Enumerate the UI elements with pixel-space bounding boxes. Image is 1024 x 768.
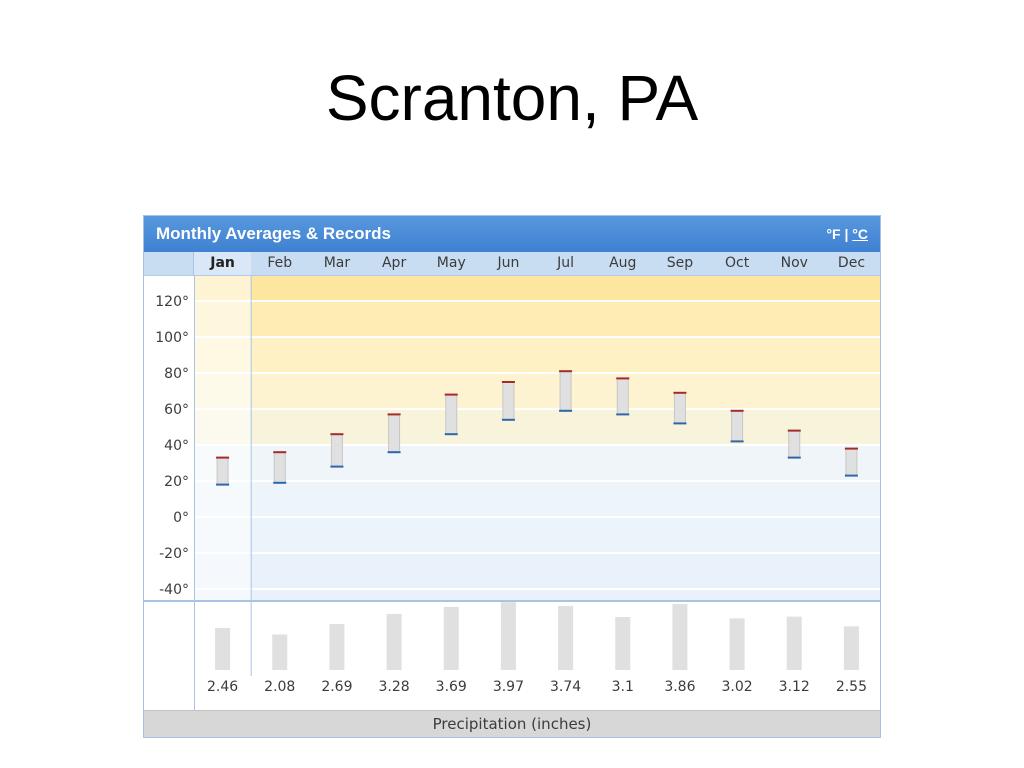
precipitation-bar <box>215 627 231 670</box>
y-tick-label: -20° <box>159 546 189 562</box>
widget-header: Monthly Averages & Records °F | °C <box>144 216 880 252</box>
month-tab[interactable]: May <box>436 255 466 271</box>
temperature-band <box>194 276 880 301</box>
temperature-band <box>194 373 880 409</box>
precipitation-bar <box>615 616 631 670</box>
y-tick-label: -40° <box>159 582 189 598</box>
month-tab[interactable]: Oct <box>725 255 750 271</box>
unit-toggle: °F | °C <box>826 216 868 252</box>
precipitation-bar <box>672 603 688 670</box>
precipitation-bar <box>729 618 745 670</box>
widget-title: Monthly Averages & Records <box>156 224 391 243</box>
temperature-range-bar <box>388 413 401 453</box>
precipitation-value-label: 2.08 <box>264 679 295 695</box>
month-tab[interactable]: Jan <box>194 252 252 275</box>
temperature-range-bar <box>731 410 744 442</box>
precipitation-value-label: 2.46 <box>207 679 238 695</box>
celsius-link[interactable]: °C <box>852 226 868 242</box>
temperature-range-bar <box>788 430 801 459</box>
temperature-band <box>194 445 880 481</box>
month-tab[interactable]: Jun <box>497 255 520 271</box>
month-header-row: Jan Feb Mar Apr May Jun Jul Aug Sep Oct Nov Dec <box>144 252 880 276</box>
precipitation-bar <box>786 616 802 670</box>
precipitation-value-label: 3.1 <box>612 679 634 695</box>
temperature-band <box>194 409 880 445</box>
month-tab[interactable]: Feb <box>267 255 293 271</box>
month-tab[interactable]: Apr <box>381 255 407 271</box>
precipitation-value-label: 3.02 <box>721 679 752 695</box>
temperature-range-bar <box>559 370 572 412</box>
precipitation-value-label: 3.74 <box>550 679 581 695</box>
precipitation-bar <box>329 624 345 670</box>
temperature-range-bar <box>845 448 858 477</box>
precipitation-bar <box>386 613 402 670</box>
precipitation-bar <box>272 634 288 670</box>
month-tab[interactable]: Aug <box>609 255 637 271</box>
temperature-range-bar <box>330 433 343 468</box>
month-tab[interactable]: Mar <box>323 255 351 271</box>
y-tick-label: 0° <box>173 510 189 526</box>
slide-title: Scranton, PA <box>325 62 699 134</box>
precipitation-value-label: 3.86 <box>664 679 695 695</box>
temperature-band <box>194 553 880 589</box>
monthly-averages-widget: Monthly Averages & Records °F | °C Jan Fe… <box>143 215 881 738</box>
temperature-band <box>194 517 880 553</box>
precipitation-footer-label: Precipitation (inches) <box>144 710 880 737</box>
y-tick-label: 20° <box>164 474 189 490</box>
month-row-axis-spacer <box>144 252 194 275</box>
temperature-range-bar <box>502 381 515 421</box>
precipitation-bar <box>443 606 459 670</box>
y-axis-panel <box>144 276 194 710</box>
y-tick-label: 40° <box>164 438 189 454</box>
precipitation-value-label: 3.97 <box>493 679 524 695</box>
y-tick-label: 120° <box>155 294 189 310</box>
precipitation-bar <box>843 626 859 670</box>
temperature-band <box>194 301 880 337</box>
precipitation-value-label: 2.55 <box>836 679 867 695</box>
temperature-range-bar <box>445 394 458 435</box>
temperature-range-bar <box>673 392 686 424</box>
month-tab[interactable]: Dec <box>837 255 866 271</box>
selected-month-highlight <box>194 276 252 600</box>
temperature-range-bar <box>216 457 229 486</box>
temperature-precipitation-chart: 120° 100° 80° 60° 40° 20° 0° -20° -40° 2.46 2.08 2.… <box>144 276 880 710</box>
fahrenheit-option: °F <box>826 226 841 242</box>
month-tab[interactable]: Nov <box>780 255 808 271</box>
y-tick-label: 100° <box>155 330 189 346</box>
unit-separator: | <box>844 226 849 242</box>
month-tab[interactable]: Sep <box>666 255 694 271</box>
precipitation-value-label: 3.12 <box>779 679 810 695</box>
month-tab[interactable]: Jul <box>557 255 575 271</box>
temperature-range-bar <box>273 451 286 484</box>
precipitation-bar <box>500 602 516 670</box>
y-tick-label: 80° <box>164 366 189 382</box>
temperature-band <box>194 481 880 517</box>
precipitation-bar <box>558 606 574 670</box>
precipitation-value-label: 2.69 <box>321 679 352 695</box>
precipitation-value-label: 3.28 <box>378 679 409 695</box>
panel-separator <box>144 600 880 602</box>
temperature-band <box>194 589 880 600</box>
y-tick-label: 60° <box>164 402 189 418</box>
precipitation-value-label: 3.69 <box>436 679 467 695</box>
temperature-band <box>194 337 880 373</box>
temperature-range-bar <box>616 377 629 415</box>
